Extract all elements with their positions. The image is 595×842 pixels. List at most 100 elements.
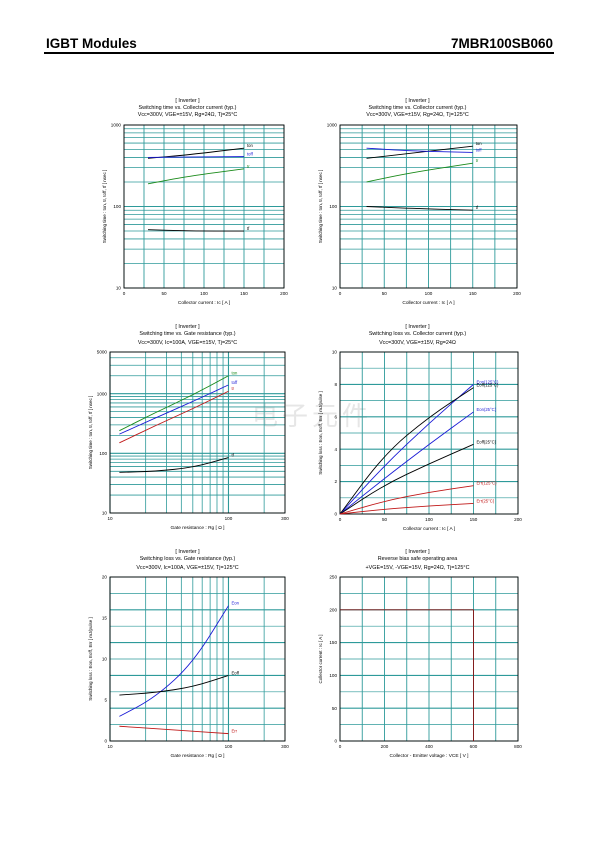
y-tick-label: 150 xyxy=(329,640,337,645)
x-tick-label: 0 xyxy=(339,517,342,522)
series-label-tf: tf xyxy=(476,205,479,210)
y-tick-label: 8 xyxy=(334,382,337,387)
series-label-eoff-125-c: Eoff(125°C) xyxy=(477,383,499,388)
plot-frame xyxy=(123,124,285,289)
chart-title-line-2: Switching loss vs. Gate resistance (typ.… xyxy=(139,556,236,562)
x-axis-label: Collector current : Ic [ A ] xyxy=(178,300,230,306)
y-tick-label: 10 xyxy=(102,657,108,662)
plot-frame xyxy=(109,576,286,742)
x-tick-label: 50 xyxy=(382,517,388,522)
y-tick-label: 100 xyxy=(99,451,107,456)
x-tick-label: 200 xyxy=(514,517,522,522)
x-axis-label: Collector current : Ic [ A ] xyxy=(403,526,455,532)
grid xyxy=(339,351,519,515)
x-tick-label: 100 xyxy=(200,291,208,296)
chart-title-line-2: Switching time vs. Gate resistance (typ.… xyxy=(139,331,236,337)
x-tick-label: 0 xyxy=(123,291,126,296)
y-tick-label: 200 xyxy=(329,607,337,612)
chart-title-line-3: Vcc=300V, Ic=100A, VGE=±15V, Tj=25°C xyxy=(137,340,238,346)
series-label-err-125-c: Err(125°C) xyxy=(477,481,498,486)
x-tick-label: 150 xyxy=(240,291,248,296)
series-label-ton: ton xyxy=(247,143,253,148)
series-line-toff xyxy=(366,147,473,153)
y-axis-label: Switching loss : Eon, Eoff, Err [ mJ/pul… xyxy=(88,617,93,700)
chart-title-line-2: Switching time vs. Collector current (ty… xyxy=(138,105,237,111)
x-tick-label: 100 xyxy=(425,517,433,522)
series-label-tf: tf xyxy=(231,453,234,458)
series-label-tf: tf xyxy=(247,226,250,231)
series-label-toff: toff xyxy=(247,152,254,157)
series-line-err-125-c xyxy=(339,485,474,515)
y-tick-label: 100 xyxy=(113,204,121,209)
y-tick-label: 1000 xyxy=(111,123,122,128)
x-tick-label: 800 xyxy=(514,744,522,749)
x-tick-label: 400 xyxy=(425,744,433,749)
x-tick-label: 100 xyxy=(225,516,233,521)
series-line-toff xyxy=(147,156,245,158)
chart-svg: 0 50 100 150 200 10 100 1000 Collector current :… xyxy=(102,123,288,306)
chart-title-line-2: Switching loss vs. Collector current (ty… xyxy=(368,331,467,337)
series-label-eon: Eon xyxy=(231,601,239,606)
x-tick-label: 100 xyxy=(225,744,233,749)
y-tick-label: 0 xyxy=(334,739,337,744)
grid xyxy=(339,576,519,742)
y-tick-label: 6 xyxy=(334,414,337,419)
series-line-tf xyxy=(119,457,229,473)
series-line-tf xyxy=(147,229,244,232)
y-axis-label: Switching time : ton, tr, toff, tf [ nse… xyxy=(102,170,107,243)
chart-title-line-1: [ Inverter ] xyxy=(175,98,200,104)
chart-reverse-bias-soa: [ Inverter ] Reverse bias safe operating… xyxy=(310,549,525,764)
series-label-ton: ton xyxy=(476,141,482,146)
plot-frame xyxy=(339,576,519,742)
chart-title-line-1: [ Inverter ] xyxy=(405,98,430,104)
chart-title-line-1: [ Inverter ] xyxy=(405,549,430,555)
series-line-err xyxy=(119,725,229,735)
y-tick-label: 2 xyxy=(334,479,337,484)
chart-title-line-1: [ Inverter ] xyxy=(175,324,200,330)
chart-svg: 0 200 400 600 800 0 50 100 150 200 250 Collector - … xyxy=(318,575,522,759)
grid xyxy=(123,124,285,289)
grid xyxy=(339,124,518,289)
y-tick-label: 0 xyxy=(334,512,337,517)
x-tick-label: 0 xyxy=(339,291,342,296)
y-tick-label: 100 xyxy=(329,673,337,678)
x-axis-label: Collector - Emitter voltage : VCE [ V ] xyxy=(390,753,469,759)
series-line-tf xyxy=(366,206,473,211)
x-axis-label: Gate resistance : Rg [ Ω ] xyxy=(171,525,225,531)
plot-frame xyxy=(109,351,286,514)
plot-frame xyxy=(339,351,519,515)
x-tick-label: 600 xyxy=(470,744,478,749)
chart-svg: 0 50 100 150 200 10 100 1000 Collector current :… xyxy=(318,123,521,306)
chart-switching-time-vs-rg: [ Inverter ] Switching time vs. Gate res… xyxy=(80,324,295,536)
series-line-eon-125-c xyxy=(339,384,474,515)
series-label-tr: tr xyxy=(231,386,234,391)
series-line-boundary xyxy=(340,609,474,741)
series-line-ton xyxy=(366,145,473,159)
chart-switching-time-vs-ic-125c: [ Inverter ] Switching time vs. Collecto… xyxy=(310,98,525,308)
y-tick-label: 250 xyxy=(329,575,337,580)
series-line-tr xyxy=(147,168,245,185)
chart-title-line-3: Vcc=300V, VGE=±15V, Rg=24Ω, Tj=125°C xyxy=(366,112,469,118)
series-label-eon-125-c: Eon(125°C) xyxy=(477,379,500,384)
y-tick-label: 10 xyxy=(116,286,122,291)
series-label-tr: tr xyxy=(247,164,250,169)
series-label-eoff: Eoff xyxy=(231,670,239,675)
grid xyxy=(109,576,286,742)
series-line-eoff-25-c xyxy=(339,443,474,515)
y-tick-label: 50 xyxy=(332,706,338,711)
chart-title-line-3: Vcc=300V, Ic=100A, VGE=±15V, Tj=125°C xyxy=(136,565,239,571)
series-line-toff xyxy=(119,384,229,435)
header-rule xyxy=(44,52,554,54)
grid xyxy=(109,351,286,514)
chart-title-line-1: [ Inverter ] xyxy=(175,549,200,555)
x-tick-label: 50 xyxy=(382,291,388,296)
chart-svg: 10 100 300 0 5 10 15 20 Gate resistance : Rg [ Ω… xyxy=(88,575,289,759)
x-tick-label: 300 xyxy=(281,516,289,521)
y-axis-label: Collector current : Ic [ A ] xyxy=(318,634,323,683)
y-tick-label: 100 xyxy=(329,204,337,209)
x-tick-label: 10 xyxy=(107,744,113,749)
chart-switching-loss-vs-ic: [ Inverter ] Switching loss vs. Collecto… xyxy=(310,324,525,536)
y-tick-label: 1000 xyxy=(97,391,108,396)
y-tick-label: 0 xyxy=(104,739,107,744)
y-axis-label: Switching time : ton, tr, toff, tf [ nse… xyxy=(318,170,323,243)
